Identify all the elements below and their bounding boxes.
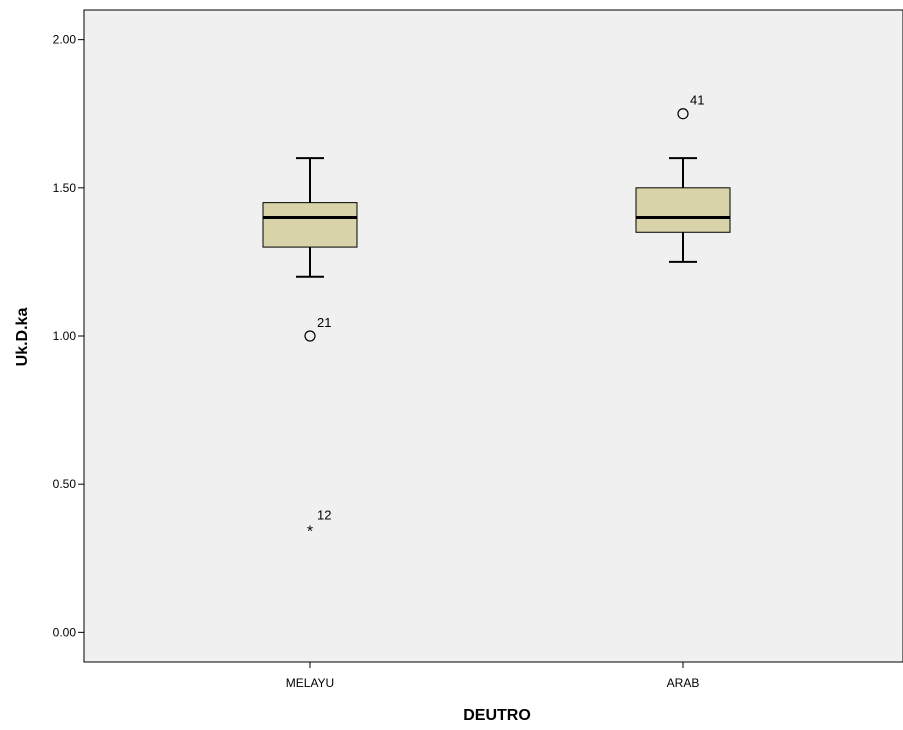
- y-tick-label: 1.00: [53, 329, 77, 343]
- box-arab: 41: [635, 93, 731, 263]
- outlier-point: [677, 108, 689, 120]
- y-tick-label: 0.50: [53, 477, 77, 491]
- x-tick-label: ARAB: [667, 676, 700, 690]
- box-melayu: 21 * 12: [262, 157, 358, 541]
- y-axis-title: Uk.D.ka: [14, 308, 31, 367]
- y-tick-label: 1.50: [53, 181, 77, 195]
- plot-area: [83, 9, 903, 663]
- iqr-box: [262, 202, 358, 248]
- outlier-label: 12: [317, 508, 331, 523]
- y-axis: 0.00 0.50 1.00 1.50 2.00: [53, 33, 84, 639]
- outlier-label: 41: [690, 93, 704, 108]
- y-tick-label: 0.00: [53, 625, 77, 639]
- outlier-point: [304, 330, 316, 342]
- x-tick-label: MELAYU: [286, 676, 334, 690]
- boxes: 21 * 12 41: [262, 93, 731, 541]
- x-axis-title: DEUTRO: [463, 707, 531, 724]
- y-tick-label: 2.00: [53, 33, 77, 47]
- extreme-outlier-point: *: [307, 524, 313, 541]
- outlier-label: 21: [317, 315, 331, 330]
- x-axis: MELAYU ARAB: [286, 662, 700, 690]
- iqr-box: [635, 187, 731, 233]
